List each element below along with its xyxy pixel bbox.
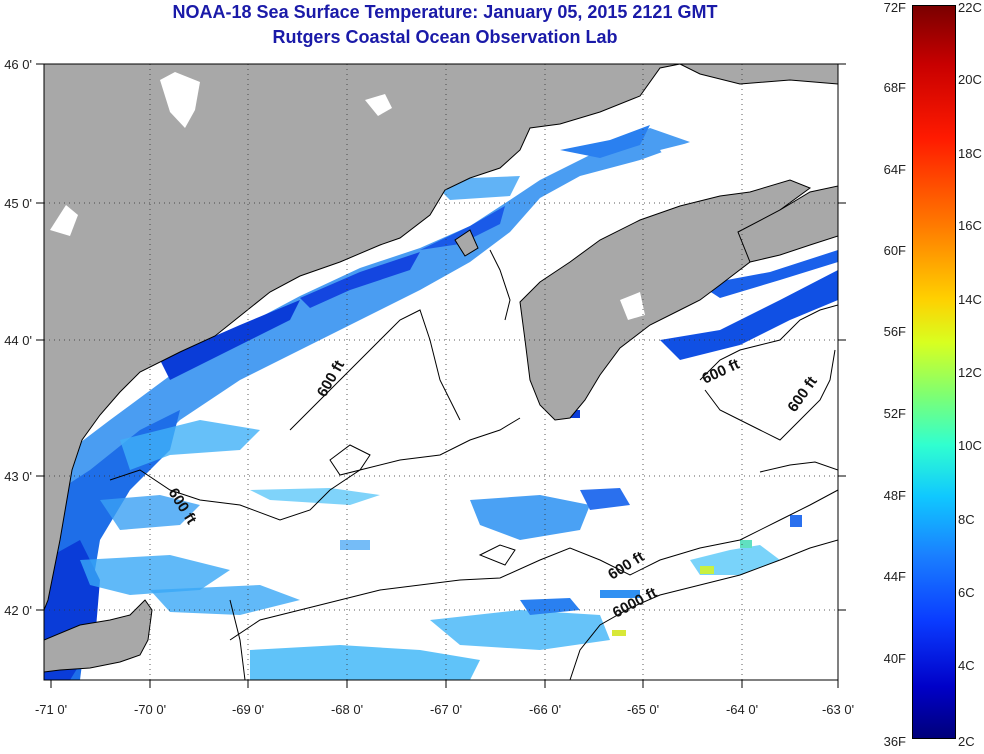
lon-label: -65 0' (627, 702, 659, 717)
axis-ticks (36, 63, 846, 688)
colorbar-c-label: 2C (958, 734, 975, 749)
lat-label: 42 0' (4, 603, 32, 618)
colorbar-c-label: 16C (958, 218, 982, 233)
lon-label: -68 0' (331, 702, 363, 717)
lon-label: -63 0' (822, 702, 854, 717)
colorbar-c-label: 10C (958, 438, 982, 453)
lat-label: 44 0' (4, 333, 32, 348)
colorbar-f-label: 40F (883, 651, 906, 666)
colorbar-f-label: 52F (883, 406, 906, 421)
colorbar-f-label: 64F (883, 162, 906, 177)
map-frame (43, 63, 839, 681)
map-title: NOAA-18 Sea Surface Temperature: January… (172, 2, 718, 22)
colorbar-c-label: 12C (958, 365, 982, 380)
lat-label: 45 0' (4, 196, 32, 211)
colorbar-f-label: 44F (883, 569, 906, 584)
lon-label: -66 0' (529, 702, 561, 717)
colorbar-c-label: 8C (958, 512, 975, 527)
colorbar-c-label: 14C (958, 292, 982, 307)
lon-label: -70 0' (134, 702, 166, 717)
colorbar-c-label: 18C (958, 146, 982, 161)
depth-contours (109, 249, 838, 680)
lon-label: -67 0' (430, 702, 462, 717)
colorbar-f-label: 36F (883, 734, 906, 749)
colorbar-f-label: 68F (883, 80, 906, 95)
colorbar-f-label: 72F (883, 0, 906, 15)
lon-label: -64 0' (726, 702, 758, 717)
sst-data-layer (44, 125, 838, 680)
lon-label: -69 0' (232, 702, 264, 717)
colorbar-c-label: 20C (958, 72, 982, 87)
colorbar-f-label: 48F (883, 488, 906, 503)
land-layer (44, 64, 838, 673)
lat-label: 46 0' (4, 57, 32, 72)
colorbar-c-label: 4C (958, 658, 975, 673)
lon-label: -71 0' (35, 702, 67, 717)
temperature-colorbar (912, 5, 956, 739)
colorbar-f-label: 56F (883, 324, 906, 339)
map-subtitle: Rutgers Coastal Ocean Observation Lab (272, 27, 618, 47)
colorbar-f-label: 60F (883, 243, 906, 258)
colorbar-c-label: 6C (958, 585, 975, 600)
colorbar-c-label: 22C (958, 0, 982, 15)
lat-label: 43 0' (4, 469, 32, 484)
